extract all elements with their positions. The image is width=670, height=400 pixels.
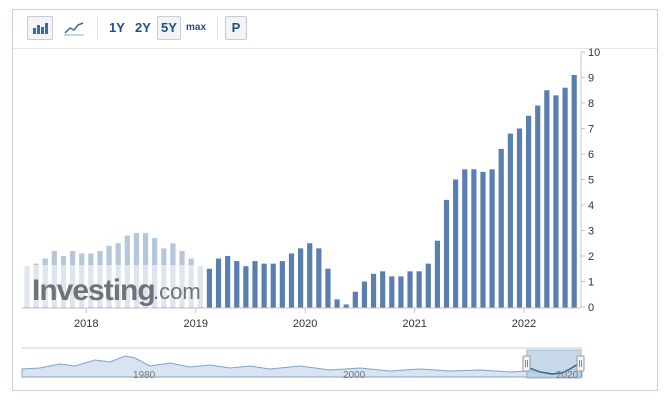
bar-chart-button[interactable] <box>27 16 53 40</box>
y-tick-label: 3 <box>588 226 594 238</box>
navigator-tick-label: 2000 <box>343 370 366 381</box>
chart-bar[interactable] <box>307 243 313 308</box>
chart-bar[interactable] <box>553 95 559 308</box>
navigator-tick-label: 1980 <box>133 370 156 381</box>
chart-bar[interactable] <box>334 299 340 308</box>
chart-bar[interactable] <box>462 169 468 308</box>
navigator-series-area <box>21 355 583 378</box>
y-tick-label: 7 <box>588 124 594 136</box>
line-chart-icon <box>64 22 84 36</box>
toolbar-divider <box>217 16 218 40</box>
x-tick-label: 2022 <box>512 318 536 330</box>
chart-bar[interactable] <box>325 268 331 308</box>
p-button[interactable]: P <box>225 16 247 40</box>
chart-bar[interactable] <box>252 261 258 308</box>
x-axis: 2018 2019 2020 2021 2022 <box>74 308 536 330</box>
chart-bar[interactable] <box>434 240 440 308</box>
chart-bar[interactable] <box>316 248 322 308</box>
navigator-selection-line <box>526 363 579 375</box>
navigator-right-handle[interactable] <box>576 355 585 372</box>
chart-bar[interactable] <box>471 169 477 308</box>
chart-bar[interactable] <box>279 261 285 308</box>
watermark-suffix: .com <box>153 279 201 304</box>
y-tick-label: 0 <box>588 302 594 314</box>
navigator-tick-label: 2020 <box>556 370 579 381</box>
y-tick-label: 1 <box>588 277 594 289</box>
chart-bar[interactable] <box>571 74 577 308</box>
chart-bar[interactable] <box>352 291 358 308</box>
chart-bar[interactable] <box>498 148 504 308</box>
y-tick-label: 4 <box>588 200 594 212</box>
chart-bar[interactable] <box>562 87 568 308</box>
bar-chart-icon <box>33 23 48 34</box>
chart-bar[interactable] <box>206 268 212 308</box>
chart-bar[interactable] <box>516 128 523 308</box>
y-tick-label: 9 <box>588 73 594 85</box>
chart-bar[interactable] <box>215 258 222 308</box>
range-navigator[interactable]: 1980 2000 2020 <box>21 347 585 381</box>
y-tick-label: 6 <box>588 149 594 161</box>
y-tick-label: 5 <box>588 175 594 187</box>
chart-bar[interactable] <box>343 304 349 308</box>
x-tick-label: 2020 <box>293 318 317 330</box>
chart-bar[interactable] <box>443 199 450 308</box>
watermark-backdrop <box>24 265 204 307</box>
watermark-brand: Investing <box>32 274 155 307</box>
chart-bar[interactable] <box>416 271 422 308</box>
period-2y-button[interactable]: 2Y <box>135 20 151 35</box>
chart-bar[interactable] <box>234 261 240 308</box>
chart-bar[interactable] <box>370 273 377 308</box>
navigator-left-handle[interactable] <box>522 355 531 372</box>
line-chart-button[interactable] <box>61 16 87 40</box>
chart-bar[interactable] <box>526 115 532 308</box>
chart-bar[interactable] <box>480 171 486 308</box>
period-max-button[interactable]: max <box>185 22 206 33</box>
y-tick-label: 2 <box>588 251 594 263</box>
period-1y-button[interactable]: 1Y <box>109 20 125 35</box>
chart-bar[interactable] <box>361 281 368 308</box>
chart-bar[interactable] <box>261 263 267 308</box>
y-tick-label: 10 <box>588 47 600 59</box>
chart-bar[interactable] <box>489 169 495 308</box>
chart-toolbar: 1Y 2Y 5Y max P <box>13 10 657 49</box>
chart-bar[interactable] <box>535 105 541 308</box>
chart-widget: 1Y 2Y 5Y max P <box>12 9 658 391</box>
chart-bar[interactable] <box>425 263 431 308</box>
investing-watermark: Investing .com <box>24 265 204 307</box>
chart-bar[interactable] <box>507 133 513 308</box>
chart-bar[interactable] <box>225 256 231 308</box>
chart-bar[interactable] <box>298 248 304 308</box>
x-tick-label: 2018 <box>74 318 98 330</box>
period-5y-button[interactable]: 5Y <box>157 16 181 40</box>
chart-bar[interactable] <box>453 179 459 308</box>
chart-bar[interactable] <box>544 90 550 308</box>
chart-bar[interactable] <box>270 263 276 308</box>
chart-bar[interactable] <box>288 253 295 308</box>
chart-bar[interactable] <box>389 276 395 308</box>
y-tick-label: 8 <box>588 98 594 110</box>
toolbar-divider <box>97 16 98 40</box>
x-tick-label: 2021 <box>402 318 426 330</box>
chart-bar[interactable] <box>243 266 249 308</box>
x-tick-label: 2019 <box>183 318 207 330</box>
chart-bar[interactable] <box>407 271 413 308</box>
y-axis: 0 1 2 3 4 5 6 7 8 9 10 <box>581 47 600 314</box>
chart-bar[interactable] <box>380 271 386 308</box>
chart-bar[interactable] <box>398 276 404 308</box>
